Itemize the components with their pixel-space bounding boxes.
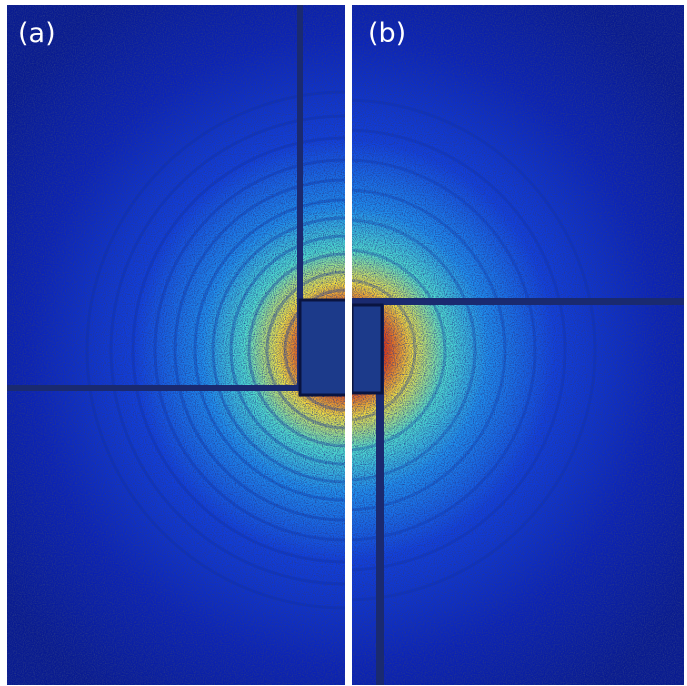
panel-a — [7, 5, 345, 685]
divider — [345, 0, 352, 686]
panel-label: (b) — [368, 18, 406, 49]
panel-label: (a) — [18, 18, 56, 49]
panel-b — [352, 5, 684, 685]
